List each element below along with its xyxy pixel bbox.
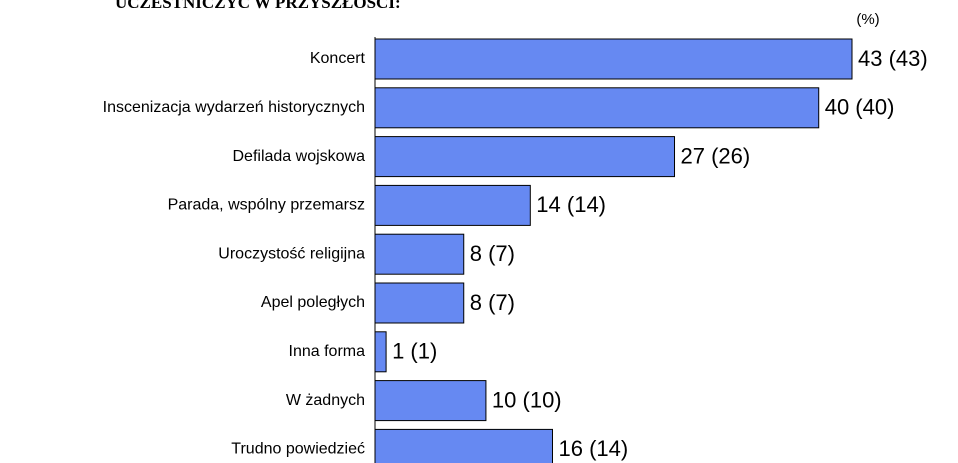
- category-label: Defilada wojskowa: [232, 148, 365, 165]
- category-label: W żadnych: [286, 392, 365, 409]
- category-label: Koncert: [310, 50, 366, 67]
- bar: [374, 87, 820, 129]
- value-label: 8 (7): [470, 290, 515, 315]
- bar: [374, 184, 531, 226]
- unit-label: (%): [856, 11, 879, 28]
- bar: [374, 136, 676, 178]
- category-label: Parada, wspólny przemarsz: [168, 197, 365, 214]
- bar: [374, 428, 553, 463]
- value-label: 14 (14): [536, 192, 606, 217]
- value-label: 10 (10): [492, 387, 562, 412]
- bar: [374, 331, 387, 373]
- value-label: 8 (7): [470, 241, 515, 266]
- value-label: 1 (1): [392, 339, 437, 364]
- bar: [374, 38, 853, 80]
- category-label: Apel poległych: [261, 294, 365, 311]
- bar: [374, 282, 465, 324]
- bar: [374, 380, 487, 422]
- value-label: 27 (26): [681, 143, 751, 168]
- category-label: Trudno powiedzieć: [231, 441, 365, 458]
- bar: [374, 233, 465, 275]
- value-label: 43 (43): [858, 46, 928, 71]
- chart-title: UCZESTNICZYĆ W PRZYSZŁOŚCI:: [115, 0, 401, 12]
- category-label: Inscenizacja wydarzeń historycznych: [103, 99, 365, 116]
- value-label: 16 (14): [558, 436, 628, 461]
- category-label: Uroczystość religijna: [218, 245, 365, 262]
- value-label: 40 (40): [825, 95, 895, 120]
- category-label: Inna forma: [289, 343, 366, 360]
